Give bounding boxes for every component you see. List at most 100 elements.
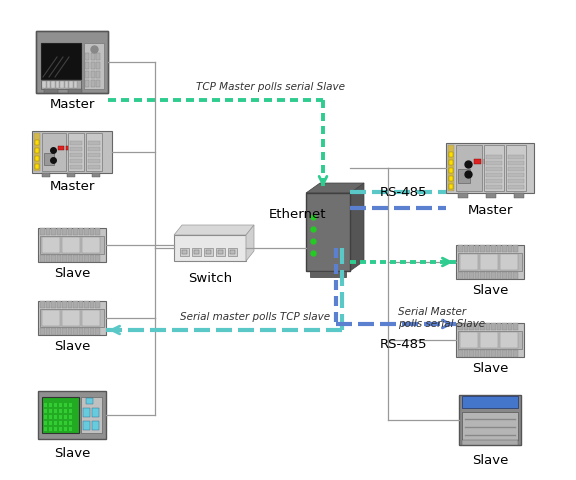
Bar bbox=[78, 255, 83, 262]
Bar bbox=[89, 255, 94, 262]
Bar bbox=[458, 193, 468, 198]
Bar bbox=[306, 193, 350, 271]
Bar bbox=[458, 331, 522, 349]
Bar bbox=[469, 245, 473, 252]
Bar bbox=[480, 350, 484, 357]
Bar bbox=[54, 427, 57, 431]
Bar bbox=[81, 397, 102, 433]
Bar bbox=[85, 62, 89, 69]
Bar bbox=[86, 398, 93, 404]
Bar bbox=[480, 323, 484, 330]
Bar bbox=[456, 145, 482, 191]
Bar bbox=[67, 301, 72, 308]
Bar bbox=[62, 255, 66, 262]
Bar bbox=[44, 403, 47, 407]
Bar bbox=[49, 421, 52, 425]
Bar bbox=[514, 193, 524, 198]
Bar bbox=[486, 350, 490, 357]
Bar bbox=[458, 169, 470, 183]
FancyBboxPatch shape bbox=[456, 323, 524, 357]
Bar bbox=[486, 167, 502, 171]
Bar bbox=[95, 255, 100, 262]
Bar bbox=[90, 80, 94, 87]
Bar bbox=[218, 250, 223, 254]
Bar bbox=[508, 161, 524, 165]
Bar bbox=[65, 81, 68, 88]
Bar bbox=[206, 250, 211, 254]
Bar bbox=[64, 403, 67, 407]
Bar bbox=[458, 245, 463, 252]
Bar bbox=[70, 159, 82, 163]
Bar bbox=[78, 328, 83, 335]
Bar bbox=[480, 272, 484, 279]
Bar bbox=[73, 228, 78, 235]
Bar bbox=[508, 167, 524, 171]
Bar bbox=[513, 323, 517, 330]
Bar bbox=[60, 81, 63, 88]
Bar bbox=[500, 332, 518, 348]
Bar bbox=[64, 415, 67, 419]
Bar bbox=[88, 141, 100, 145]
Bar bbox=[96, 80, 100, 87]
Text: RS-485: RS-485 bbox=[380, 185, 427, 199]
FancyBboxPatch shape bbox=[36, 31, 108, 93]
Bar bbox=[95, 328, 100, 335]
Bar bbox=[502, 323, 506, 330]
Bar bbox=[42, 173, 50, 177]
Bar bbox=[85, 53, 89, 60]
Bar bbox=[62, 310, 80, 326]
Text: Serial Master
polls serial Slave: Serial Master polls serial Slave bbox=[398, 307, 485, 329]
Bar bbox=[484, 159, 491, 164]
Bar bbox=[84, 328, 89, 335]
Bar bbox=[69, 403, 72, 407]
Bar bbox=[458, 272, 463, 279]
Bar bbox=[180, 248, 189, 256]
Bar bbox=[68, 133, 84, 171]
Bar bbox=[66, 146, 72, 150]
Bar bbox=[486, 272, 490, 279]
Bar bbox=[69, 427, 72, 431]
Text: TCP Master polls serial Slave: TCP Master polls serial Slave bbox=[195, 82, 344, 92]
Bar bbox=[507, 323, 512, 330]
Bar bbox=[96, 62, 100, 69]
Bar bbox=[67, 255, 72, 262]
Bar bbox=[44, 427, 47, 431]
Bar bbox=[228, 248, 237, 256]
Bar bbox=[49, 427, 52, 431]
Bar bbox=[88, 159, 100, 163]
Bar bbox=[40, 328, 44, 335]
Bar bbox=[449, 160, 453, 165]
Bar bbox=[84, 255, 89, 262]
Bar bbox=[491, 350, 495, 357]
Polygon shape bbox=[350, 183, 364, 271]
FancyBboxPatch shape bbox=[38, 228, 106, 262]
Bar bbox=[88, 165, 100, 169]
Bar bbox=[95, 228, 100, 235]
Bar bbox=[475, 350, 479, 357]
Bar bbox=[44, 409, 47, 413]
Bar bbox=[458, 253, 522, 271]
Bar bbox=[56, 228, 61, 235]
Bar bbox=[59, 427, 62, 431]
Bar bbox=[480, 254, 498, 270]
Bar bbox=[64, 409, 67, 413]
Text: Serial master polls TCP slave: Serial master polls TCP slave bbox=[180, 312, 330, 322]
Bar bbox=[83, 421, 90, 430]
Bar bbox=[70, 165, 82, 169]
Bar bbox=[49, 409, 52, 413]
Bar bbox=[86, 133, 102, 171]
Bar bbox=[475, 272, 479, 279]
Bar bbox=[54, 415, 57, 419]
Bar bbox=[464, 323, 468, 330]
Bar bbox=[486, 193, 496, 198]
Bar bbox=[486, 245, 490, 252]
Bar bbox=[82, 237, 100, 253]
Bar bbox=[460, 332, 478, 348]
Bar bbox=[56, 328, 61, 335]
Bar bbox=[59, 409, 62, 413]
Bar bbox=[58, 146, 64, 150]
Bar bbox=[464, 245, 468, 252]
Bar bbox=[55, 81, 59, 88]
Bar bbox=[502, 245, 506, 252]
Bar bbox=[92, 408, 99, 417]
